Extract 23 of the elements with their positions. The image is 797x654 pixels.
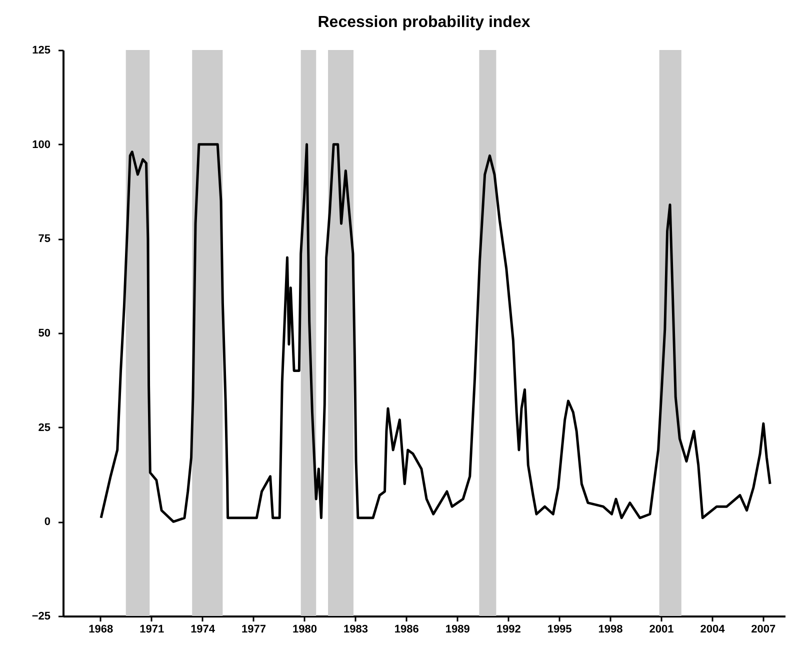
x-tick-label: 2001 — [649, 624, 674, 636]
line-series — [100, 143, 772, 523]
x-tick-label: 1971 — [140, 624, 164, 636]
y-tick-label: 0 — [44, 516, 50, 528]
x-tick-label: 1995 — [547, 624, 572, 636]
y-tick-label: 75 — [38, 233, 50, 246]
y-tick-label: 50 — [38, 328, 50, 340]
x-tick-label: 1983 — [343, 624, 368, 636]
x-tick-label: 2007 — [751, 624, 776, 636]
x-tick-label: 1998 — [598, 624, 623, 636]
chart-title: Recession probability index — [318, 14, 530, 31]
x-tick-label: 2004 — [700, 624, 726, 636]
x-tick-label: 1974 — [190, 624, 216, 636]
x-tick-label: 1968 — [88, 624, 114, 636]
y-tick-label: 125 — [32, 44, 50, 56]
x-tick-label: 1980 — [292, 624, 317, 636]
x-tick-label: 1977 — [242, 624, 266, 636]
x-tick-label: 1992 — [496, 624, 521, 636]
y-tick-label: 100 — [32, 138, 50, 151]
y-tick-label: 25 — [38, 422, 50, 434]
x-tick-label: 1986 — [394, 624, 419, 636]
x-tick-label: 1989 — [445, 624, 470, 636]
y-tick-label: −25 — [32, 610, 50, 622]
